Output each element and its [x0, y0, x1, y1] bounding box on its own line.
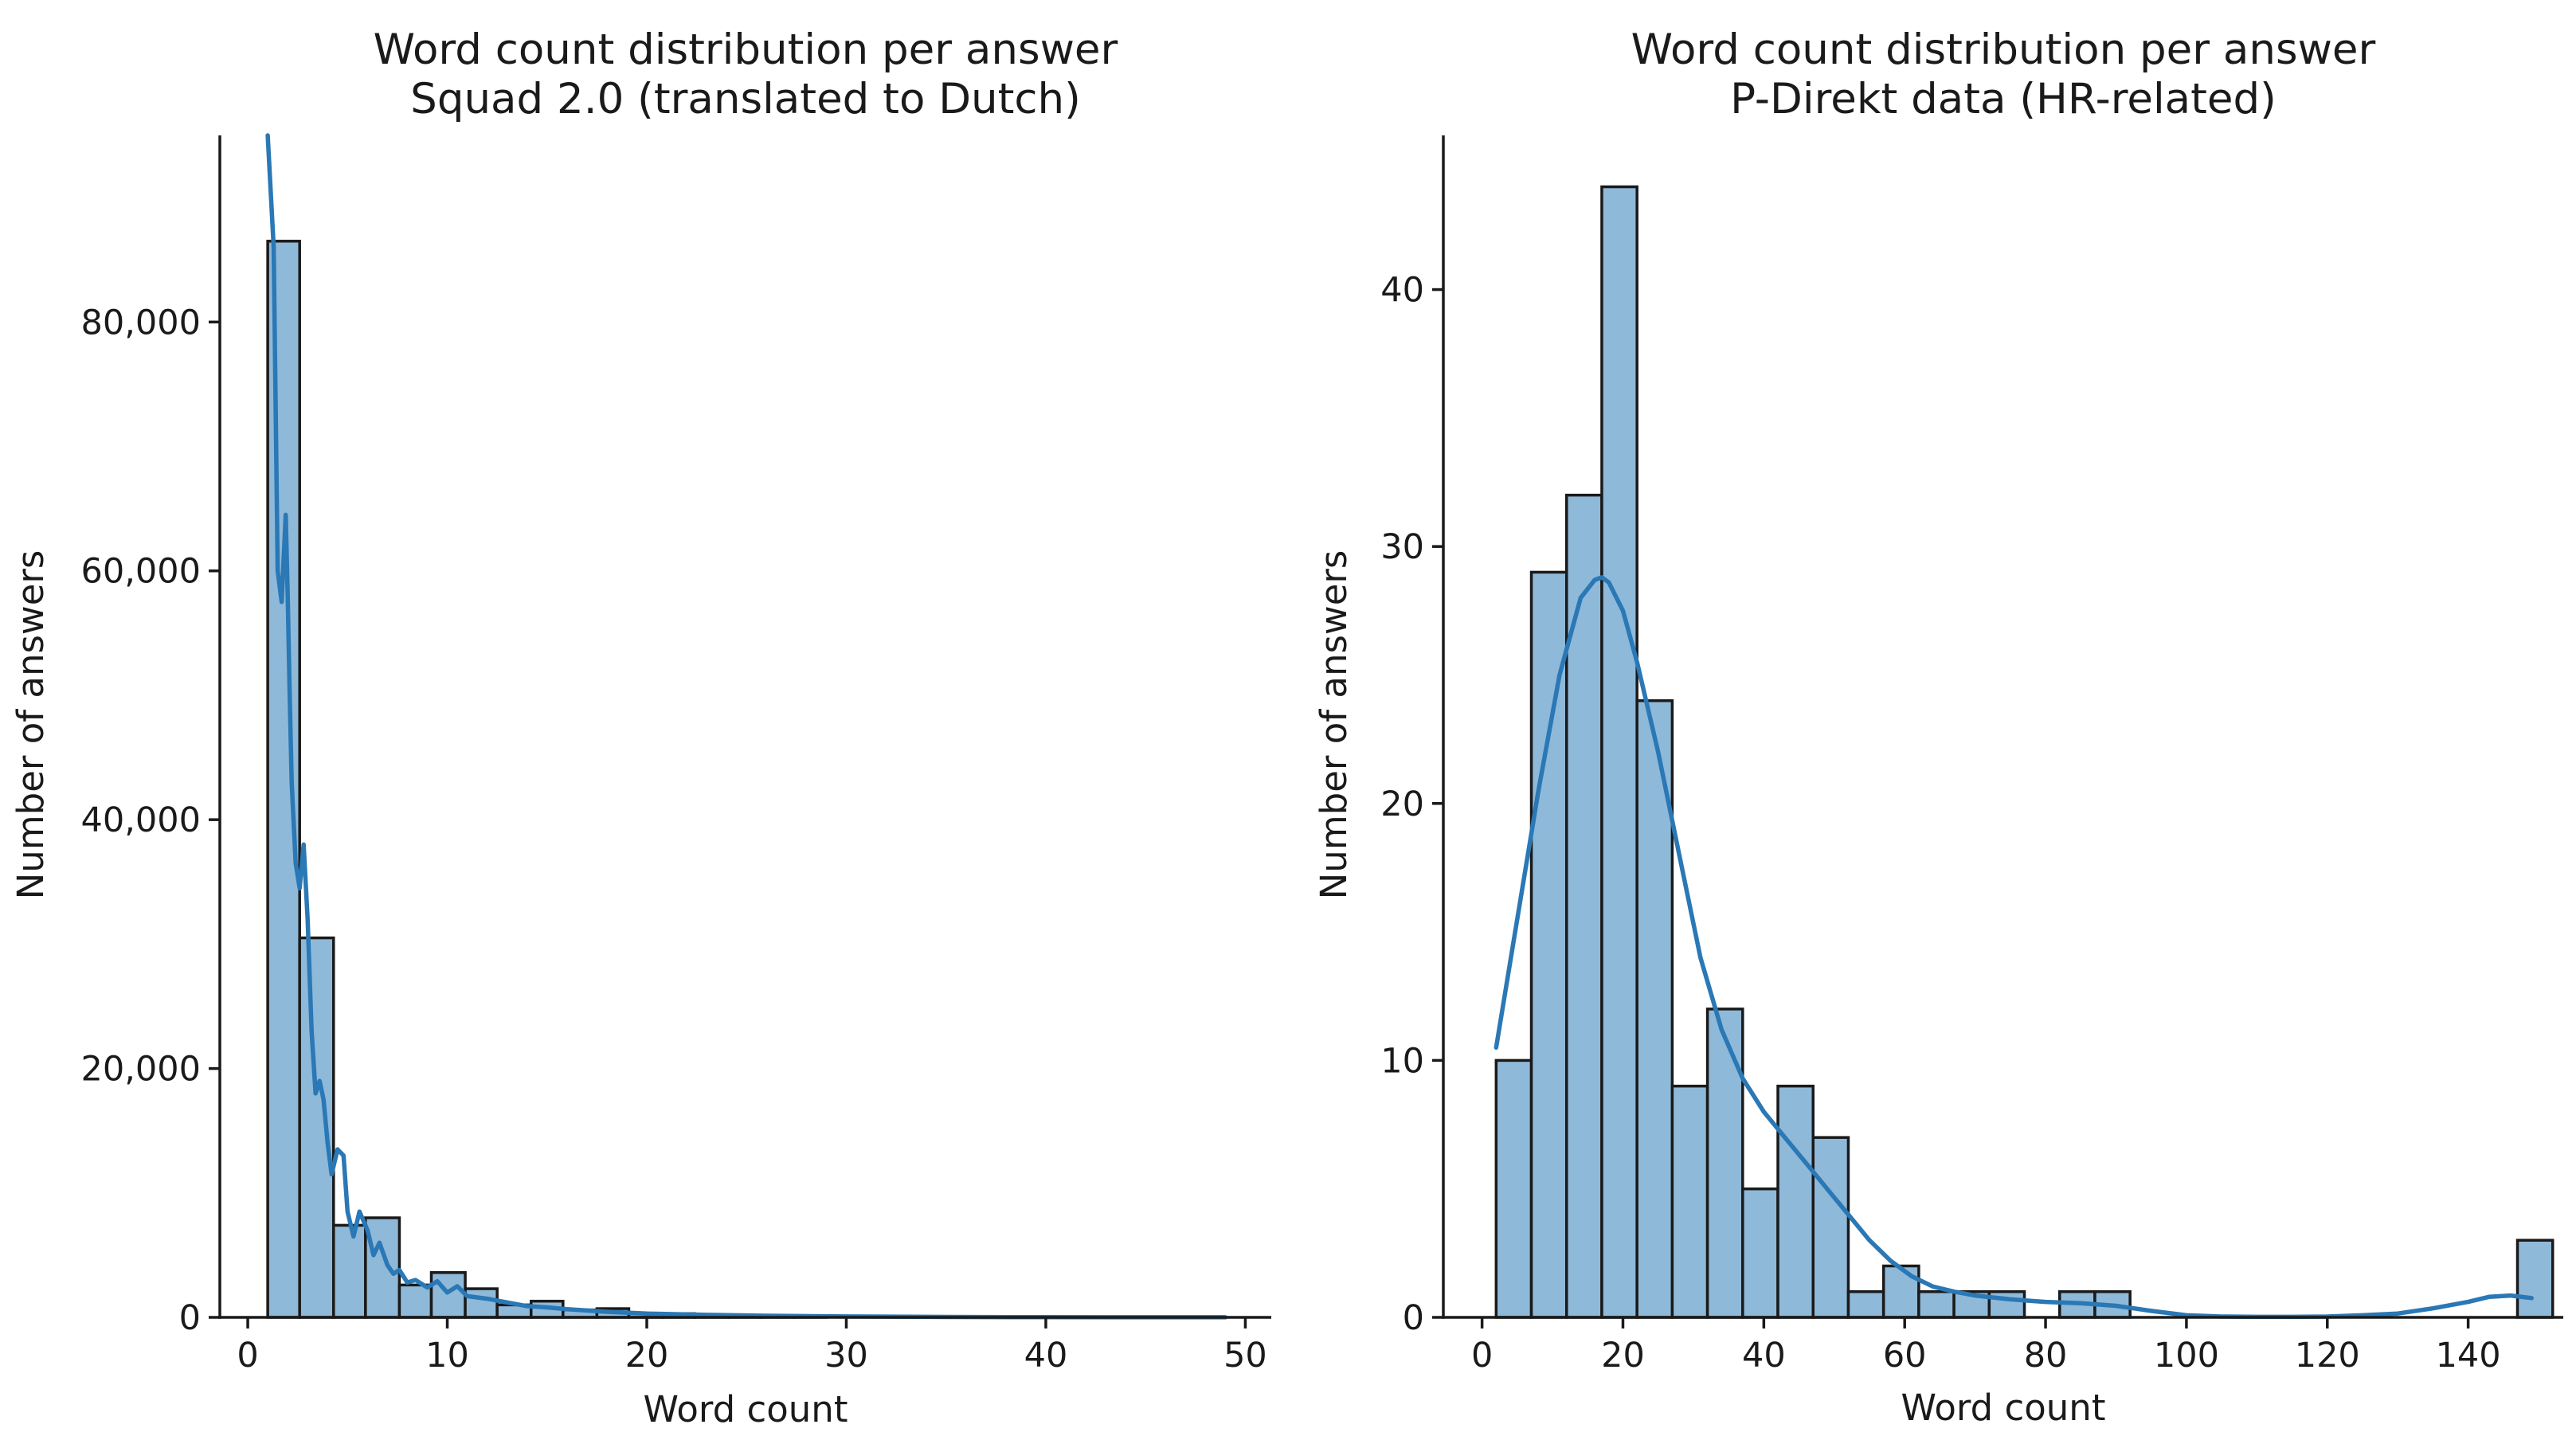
histogram-bar: [1564, 493, 1603, 1319]
histogram-bar: [1917, 1289, 1955, 1319]
x-tick-label: 120: [2295, 1336, 2360, 1375]
x-tick-label: 50: [1223, 1336, 1267, 1375]
histogram-bar: [332, 1223, 367, 1319]
axis-spines: [1442, 135, 2563, 1319]
histogram-bar: [1881, 1264, 1920, 1319]
x-tick-label: 40: [1742, 1336, 1786, 1375]
x-tick-label: 0: [237, 1336, 258, 1375]
x-tick-label: 60: [1883, 1336, 1927, 1375]
y-tick-label: 10: [1380, 1041, 1424, 1081]
x-tick-label: 140: [2436, 1336, 2501, 1375]
y-tick-label: 80,000: [81, 303, 201, 342]
histogram-bar: [1811, 1136, 1850, 1319]
axis-ticks: 0 20 40 60 80 100 120 140 0 10 20 30 40: [1380, 271, 2500, 1375]
histogram-bar: [266, 240, 301, 1319]
x-tick-label: 20: [1601, 1336, 1645, 1375]
x-tick-label: 30: [824, 1336, 868, 1375]
chart-title-line1: Word count distribution per answer: [374, 25, 1118, 74]
y-tick-label: 20: [1380, 785, 1424, 824]
chart-title-line1: Word count distribution per answer: [1631, 25, 2376, 74]
x-axis-label: Word count: [1901, 1387, 2106, 1429]
histogram-bar: [2515, 1238, 2554, 1319]
histogram-bar: [1529, 570, 1568, 1319]
chart-title-line2: Squad 2.0 (translated to Dutch): [410, 75, 1081, 123]
histogram-bar: [397, 1283, 433, 1319]
y-tick-label: 20,000: [81, 1050, 201, 1090]
axis-spines: [218, 135, 1271, 1319]
histogram-bar: [1776, 1084, 1815, 1319]
histogram-bar: [1494, 1058, 1533, 1319]
y-tick-label: 0: [1403, 1298, 1424, 1338]
chart-squad: Word count distribution per answer Squad…: [10, 25, 1271, 1430]
histogram-bar: [1600, 185, 1638, 1319]
chart-pdirekt: Word count distribution per answer P-Dir…: [1313, 25, 2563, 1429]
y-tick-label: 30: [1380, 527, 1424, 567]
kde-line: [265, 133, 1228, 1320]
x-tick-label: 20: [625, 1336, 669, 1375]
x-tick-label: 10: [425, 1336, 469, 1375]
x-tick-label: 80: [2024, 1336, 2068, 1375]
x-tick-label: 40: [1024, 1336, 1068, 1375]
histogram-bar: [464, 1287, 499, 1319]
histogram-bar: [1670, 1084, 1709, 1319]
histogram-bar: [364, 1216, 401, 1319]
histogram-bar: [1741, 1187, 1779, 1319]
y-axis-label: Number of answers: [10, 550, 52, 900]
y-tick-label: 0: [179, 1298, 201, 1338]
axis-ticks: 0 10 20 30 40 50 0 20,000 40,000 60,000 80,000: [81, 303, 1267, 1375]
histogram-bar: [1846, 1289, 1885, 1319]
x-tick-label: 0: [1471, 1336, 1493, 1375]
x-tick-label: 100: [2154, 1336, 2219, 1375]
histogram-bar: [1705, 1008, 1744, 1319]
chart-title-line2: P-Direkt data (HR-related): [1730, 75, 2277, 123]
x-axis-label: Word count: [644, 1388, 848, 1430]
y-tick-label: 40,000: [81, 800, 201, 840]
histogram-bar: [298, 936, 335, 1319]
y-axis-label: Number of answers: [1313, 550, 1355, 900]
y-tick-label: 40: [1380, 271, 1424, 311]
y-tick-label: 60,000: [81, 552, 201, 592]
